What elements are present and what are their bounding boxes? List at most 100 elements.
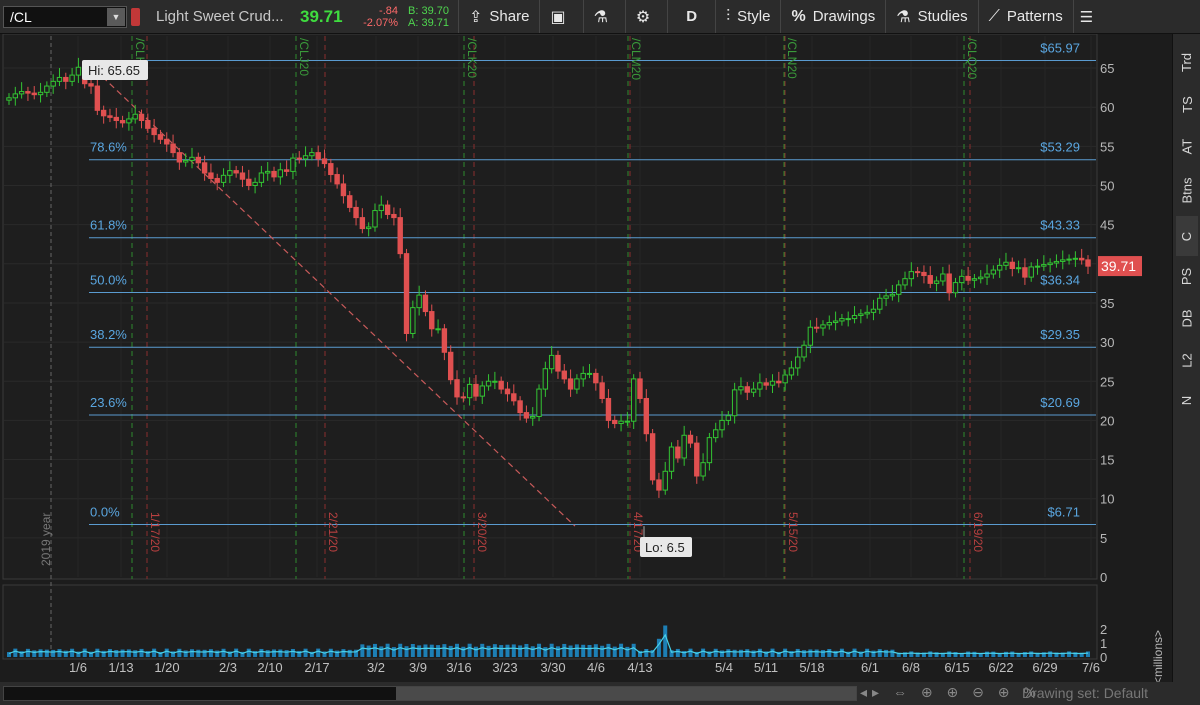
candle-body [542,368,549,390]
last-price: 39.71 [300,6,343,26]
candle-body [769,380,776,386]
price-tick-label: 55 [1100,139,1114,154]
tab-n[interactable]: N [1176,380,1198,420]
volume-unit-label: <millions> [1151,630,1165,682]
volume-bar [107,649,112,657]
candle-body [959,275,965,284]
drawing-set-label[interactable]: Drawing set: Default [1022,685,1149,701]
volume-bar [574,644,579,657]
candle-body [321,158,328,165]
expiration-label: 3/20/20 [475,512,489,552]
volume-bar [593,644,598,657]
candle-body [50,80,56,87]
price-chart[interactable]: 0.0% $6.71 23.6% $20.69 38.2% $29.35 50.0% $36.… [0,34,1172,682]
volume-bar [858,651,863,657]
candle-body [126,118,132,124]
lo-label: Lo: 6.5 [645,540,685,555]
tab-at[interactable]: AT [1176,126,1198,166]
flag-icon[interactable] [131,7,140,26]
candle-body [410,307,416,334]
candle-body [6,97,12,101]
candle-body [719,419,725,431]
date-tick-label: 3/16 [446,660,471,675]
volume-bar [51,649,56,657]
tab-ps[interactable]: PS [1176,256,1198,296]
flask-button[interactable]: ⚗ [582,0,625,33]
candle-body [492,380,498,383]
volume-bar [783,648,788,657]
drawings-button[interactable]: % Drawings [780,0,885,33]
bid-price: B: 39.70 [408,4,449,17]
volume-bar [171,651,176,657]
change-block: -.84 -2.07% [358,5,398,29]
volume-bar [1086,651,1090,657]
symbol-input[interactable]: /CL ▼ [3,5,127,28]
volume-bar [442,644,447,657]
candle-body [536,388,542,417]
last-price-box [1098,256,1142,277]
timeframe-button[interactable]: D [667,0,715,33]
tab-label: TS [1179,95,1195,113]
volume-bar [972,651,977,657]
candle-body [145,120,151,129]
tab-btns[interactable]: Btns [1176,170,1198,210]
volume-bar [555,646,560,657]
volume-bar [846,651,851,657]
studies-button[interactable]: ⚗ Studies [885,0,977,33]
candle-body [94,85,101,111]
candle-body [896,284,902,295]
volume-bar [284,650,289,657]
volume-bar [612,646,617,657]
expiration-label: 6/19/20 [971,512,985,552]
candle-body [151,127,157,136]
volume-bar [985,651,990,657]
volume-bar [246,648,251,657]
notes-icon: ▣ [550,8,566,26]
tab-db[interactable]: DB [1176,298,1198,338]
patterns-button[interactable]: ⟋ Patterns [977,0,1073,33]
candles-icon: ⫶ [726,7,731,25]
candle-body [795,356,801,369]
volume-bar [1003,651,1008,657]
candle-body [1028,266,1034,278]
candle-body [517,400,523,414]
candle-body [630,378,637,422]
expiration-label: 2/21/20 [326,512,340,552]
scroll-thumb[interactable] [396,687,856,700]
notes-button[interactable]: ▣ [539,0,582,33]
candle-body [744,386,750,393]
volume-bar [625,646,630,657]
candle-body [593,372,599,384]
share-button[interactable]: ⇪ Share [458,0,539,33]
zoom-tools[interactable]: ◂▸ ⇔ ⊕ ⊕ ⊖ ⊕ % [860,684,1041,700]
more-button[interactable]: ☰ [1072,0,1099,33]
price-tick-label: 10 [1100,492,1114,507]
style-button[interactable]: ⫶ Style [715,0,780,33]
timeframe-label: D [686,8,698,25]
volume-bar [606,643,611,657]
tab-ts[interactable]: TS [1176,84,1198,124]
volume-bar [568,645,573,657]
candle-body [1085,259,1091,267]
candle-body [858,313,864,316]
date-tick-label: 5/11 [754,660,778,675]
candle-body [700,462,706,477]
candle-body [940,273,946,282]
volume-bar [587,645,592,657]
volume-bar [133,650,138,657]
symbol-dropdown-icon[interactable]: ▼ [107,7,125,26]
volume-bar [637,650,642,657]
volume-bar [38,649,43,657]
settings-button[interactable]: ⚙ [624,0,667,33]
tab-l2[interactable]: L2 [1176,340,1198,380]
tab-trd[interactable]: Trd [1176,42,1198,82]
volume-bar [366,645,371,657]
candle-body [25,91,31,94]
tab-c[interactable]: C [1176,216,1198,256]
fib-percent-label: 78.6% [90,140,127,155]
candle-body [164,138,170,145]
candle-body [965,275,971,281]
horizontal-scrollbar[interactable] [3,686,857,701]
candle-body [952,282,959,294]
volume-bar [385,643,390,657]
